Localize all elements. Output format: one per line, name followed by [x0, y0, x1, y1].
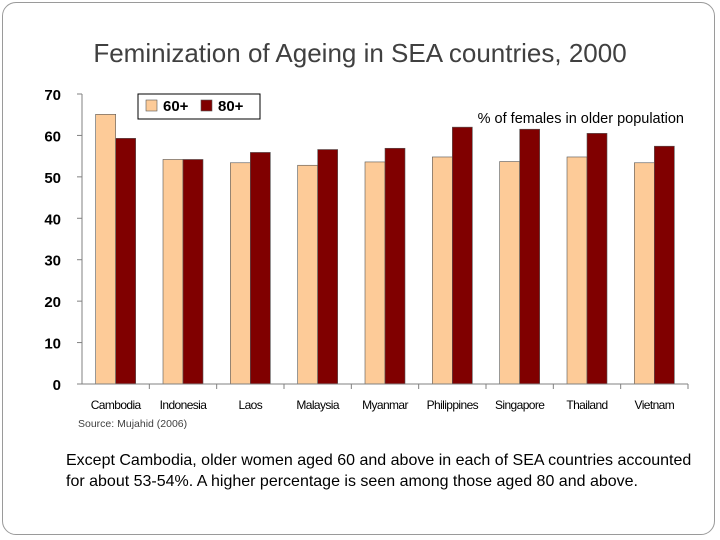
legend-label-80plus: 80+: [218, 98, 244, 115]
bar-80plus-vietnam: [654, 145, 675, 385]
bar-60plus-singapore: [499, 161, 520, 385]
caption-text: Except Cambodia, older women aged 60 and…: [66, 452, 692, 490]
bar-80plus-philippines: [452, 126, 473, 385]
y-tick-label: 0: [53, 377, 61, 394]
bar-80plus-indonesia: [182, 159, 204, 385]
chart-annotation: % of females in older population: [478, 111, 684, 127]
legend-swatch-80plus: [200, 99, 213, 112]
legend-label-60plus: 60+: [163, 98, 189, 115]
legend-swatch-60plus: [145, 99, 158, 112]
slide-frame: [2, 2, 715, 535]
x-tick-label: Cambodia: [91, 398, 142, 412]
bar-60plus-indonesia: [162, 159, 184, 385]
x-tick-label: Vietnam: [635, 398, 675, 412]
x-tick-label: Singapore: [495, 398, 545, 412]
bar-60plus-thailand: [566, 156, 588, 385]
y-tick-label: 20: [44, 294, 61, 311]
bar-80plus-singapore: [519, 128, 540, 385]
x-tick-label: Malaysia: [296, 398, 339, 412]
y-tick-label: 70: [44, 87, 61, 104]
bar-60plus-malaysia: [297, 164, 318, 385]
x-tick-label: Myanmar: [362, 398, 408, 412]
x-tick-label: Philippines: [427, 398, 479, 412]
bar-80plus-malaysia: [317, 149, 338, 385]
x-tick-label: Indonesia: [160, 398, 208, 412]
bar-80plus-laos: [250, 152, 271, 385]
bar-60plus-vietnam: [634, 162, 655, 385]
bar-80plus-myanmar: [384, 147, 406, 385]
y-tick-label: 10: [44, 336, 61, 353]
bar-80plus-thailand: [586, 133, 608, 385]
bar-60plus-laos: [230, 162, 251, 385]
y-tick-label: 30: [44, 253, 61, 270]
source-note: Source: Mujahid (2006): [78, 418, 188, 430]
y-tick-label: 60: [44, 128, 61, 145]
bar-60plus-myanmar: [364, 161, 386, 385]
slide-title: Feminization of Ageing in SEA countries,…: [93, 38, 627, 68]
x-tick-label: Laos: [239, 398, 263, 412]
bar-60plus-cambodia: [95, 114, 116, 385]
y-tick-label: 40: [44, 211, 61, 228]
legend-box: [137, 93, 261, 120]
bar-60plus-philippines: [432, 156, 453, 385]
y-tick-label: 50: [44, 170, 61, 187]
x-tick-label: Thailand: [566, 398, 607, 412]
bar-80plus-cambodia: [115, 138, 136, 385]
